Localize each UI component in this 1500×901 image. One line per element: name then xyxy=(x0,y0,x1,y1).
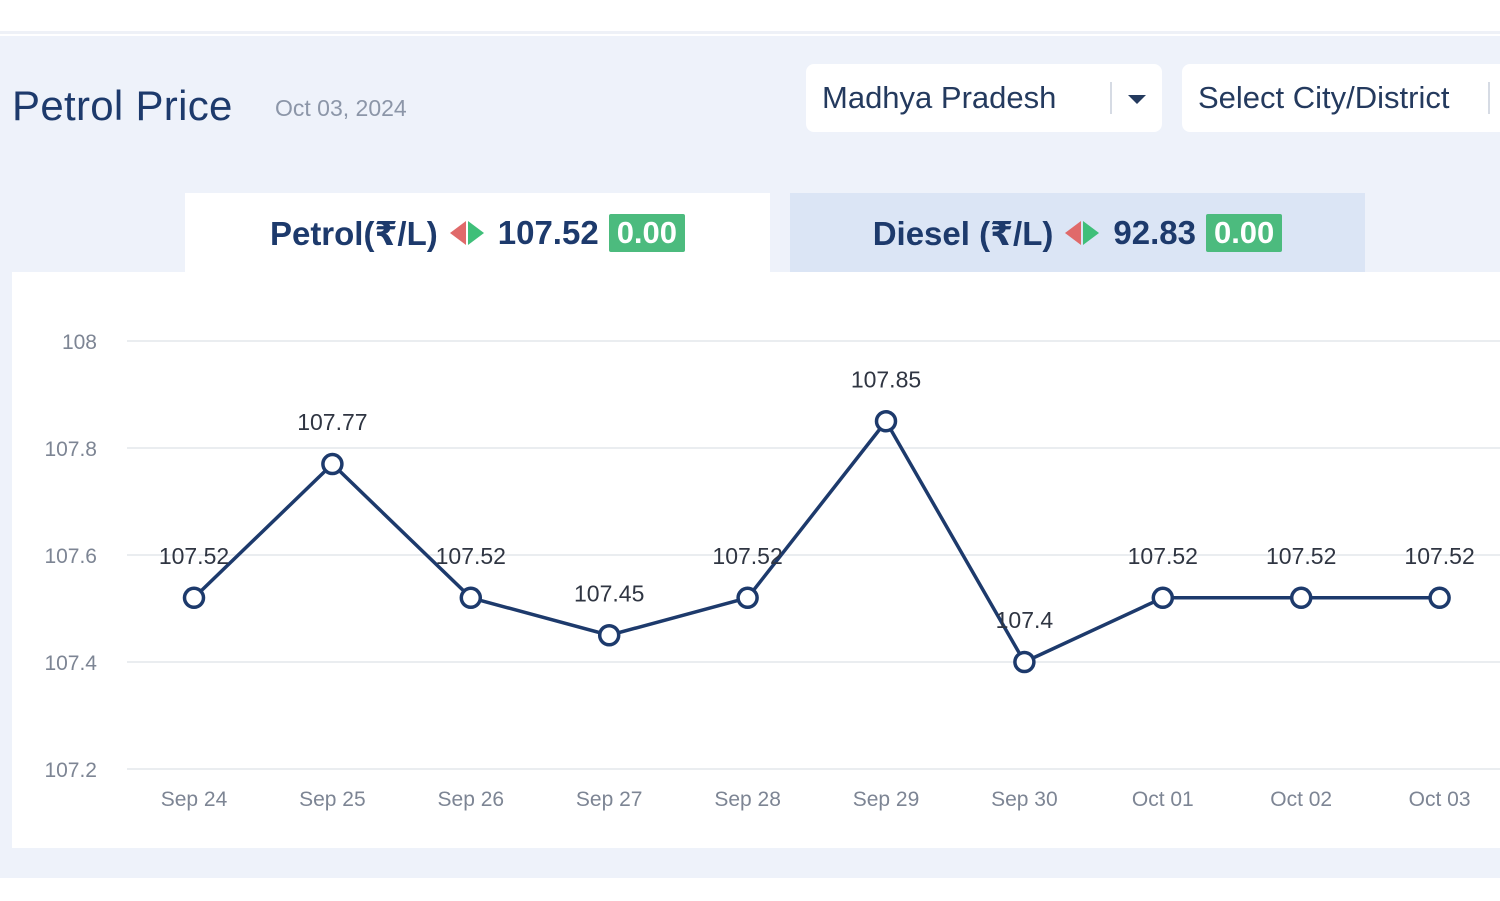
data-label: 107.52 xyxy=(1266,543,1336,569)
chevron-down-icon[interactable] xyxy=(1128,95,1146,104)
price-change-arrows-icon xyxy=(449,221,484,245)
select-separator xyxy=(1110,82,1112,114)
page-title: Petrol Price xyxy=(12,82,233,129)
series-line xyxy=(192,419,1440,664)
tab-petrol[interactable]: Petrol(₹/L) 107.52 0.00 xyxy=(185,193,770,273)
x-tick-label: Sep 28 xyxy=(714,788,781,811)
price-date: Oct 03, 2024 xyxy=(275,95,407,121)
y-tick-label: 108 xyxy=(62,331,97,354)
price-change-arrows-icon xyxy=(1065,221,1100,245)
price-chart-card: 107.2 107.4 107.6 107.8 108 Sep 24 Sep 25 Sep 2… xyxy=(12,272,1500,848)
data-label: 107.52 xyxy=(1404,543,1474,569)
x-tick-label: Sep 24 xyxy=(161,788,228,811)
data-label: 107.52 xyxy=(1128,543,1198,569)
data-point xyxy=(1428,586,1451,610)
data-point xyxy=(1289,586,1313,610)
data-label: 107.52 xyxy=(712,543,782,569)
tab-petrol-price: 107.52 xyxy=(497,214,599,251)
x-tick-label: Sep 30 xyxy=(991,788,1058,811)
x-tick-label: Sep 27 xyxy=(576,788,643,811)
tab-petrol-label: Petrol(₹/L) xyxy=(269,214,438,252)
tab-petrol-change-badge: 0.00 xyxy=(608,214,686,252)
y-tick-label: 107.4 xyxy=(44,652,97,675)
x-tick-label: Sep 25 xyxy=(299,788,366,811)
x-tick-label: Oct 03 xyxy=(1409,788,1471,811)
top-strip xyxy=(0,0,1500,34)
data-point xyxy=(874,410,898,433)
data-point xyxy=(1013,650,1036,674)
data-label: 107.4 xyxy=(996,607,1054,633)
tab-diesel[interactable]: Diesel (₹/L) 92.83 0.00 xyxy=(790,193,1365,273)
bottom-strip xyxy=(0,878,1500,901)
data-label: 107.77 xyxy=(297,409,367,435)
x-tick-label: Sep 29 xyxy=(853,788,920,811)
data-point xyxy=(459,586,483,610)
data-point xyxy=(182,586,206,610)
data-label: 107.52 xyxy=(436,543,506,569)
price-line-chart: 107.2 107.4 107.6 107.8 108 Sep 24 Sep 25 Sep 2… xyxy=(44,331,1500,811)
y-tick-label: 107.2 xyxy=(44,759,97,782)
state-select-value: Madhya Pradesh xyxy=(822,80,1057,115)
state-select[interactable]: Madhya Pradesh xyxy=(806,64,1162,132)
data-point xyxy=(736,586,759,610)
data-label: 107.45 xyxy=(574,580,644,606)
x-tick-label: Oct 01 xyxy=(1132,788,1194,811)
tab-diesel-label: Diesel (₹/L) xyxy=(872,214,1054,252)
y-tick-label: 107.8 xyxy=(44,438,97,461)
data-point xyxy=(321,452,344,476)
city-select-placeholder: Select City/District xyxy=(1198,80,1450,115)
tab-diesel-change-badge: 0.00 xyxy=(1205,214,1283,252)
data-point xyxy=(597,624,621,647)
select-separator xyxy=(1488,82,1490,114)
x-tick-label: Oct 02 xyxy=(1270,788,1332,811)
data-label: 107.85 xyxy=(851,366,921,392)
x-tick-label: Sep 26 xyxy=(438,788,505,811)
data-point xyxy=(1151,586,1175,610)
y-tick-label: 107.6 xyxy=(44,545,97,568)
data-label: 107.52 xyxy=(159,543,229,569)
city-select[interactable]: Select City/District xyxy=(1182,64,1500,132)
tab-diesel-price: 92.83 xyxy=(1113,214,1196,251)
